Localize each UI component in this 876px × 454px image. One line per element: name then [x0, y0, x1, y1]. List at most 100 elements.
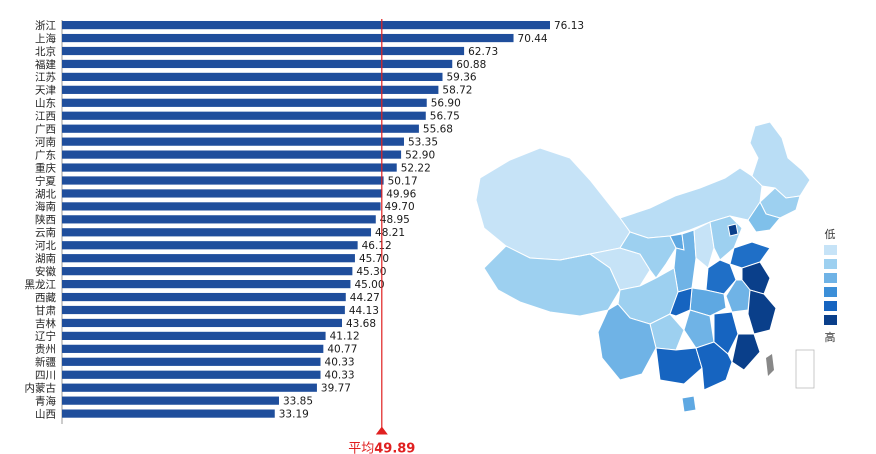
bar [62, 21, 550, 30]
value-label: 48.95 [380, 214, 410, 226]
category-label: 内蒙古 [25, 382, 57, 395]
bar [62, 254, 355, 263]
bar [62, 72, 443, 81]
category-label: 西藏 [35, 292, 56, 304]
category-label: 湖北 [35, 188, 56, 200]
category-label: 安徽 [35, 265, 56, 278]
bar [62, 357, 321, 366]
category-label: 新疆 [35, 356, 56, 369]
bar [62, 33, 514, 43]
legend-low-label: 低 [824, 228, 836, 241]
bar [62, 137, 404, 146]
bar [62, 396, 279, 405]
bar [62, 85, 439, 94]
category-label: 天津 [35, 85, 56, 97]
bar [62, 228, 372, 237]
map-region-hunan [683, 309, 715, 349]
legend-swatch [823, 287, 837, 297]
category-label: 宁夏 [35, 174, 56, 187]
category-label: 广西 [35, 124, 56, 136]
category-label: 福建 [35, 58, 56, 71]
bar [62, 124, 419, 133]
category-label: 湖南 [35, 252, 56, 265]
bar [62, 98, 427, 107]
map-region-shandong [729, 241, 771, 269]
value-label: 55.68 [423, 124, 453, 136]
category-label: 四川 [35, 370, 56, 382]
map-region-zhejiang [747, 289, 777, 335]
value-label: 45.00 [354, 279, 384, 291]
value-label: 43.68 [346, 318, 376, 330]
map-region-yunnan [597, 303, 657, 381]
bar [62, 189, 383, 198]
average-marker [375, 426, 388, 435]
value-label: 76.13 [554, 20, 584, 32]
map-region-qinghai [559, 247, 651, 291]
bar [62, 344, 324, 353]
category-label: 上海 [35, 32, 56, 45]
map-region-gansu [619, 231, 677, 279]
value-label: 40.77 [327, 344, 357, 356]
category-label: 江苏 [35, 71, 56, 84]
bar [62, 111, 426, 120]
map-legend: 低 高 [818, 226, 842, 345]
value-label: 44.13 [349, 305, 379, 317]
average-value-text: 49.89 [374, 441, 415, 454]
value-label: 49.70 [385, 201, 415, 213]
bar [62, 59, 453, 69]
bar [62, 409, 275, 418]
category-label: 浙江 [35, 20, 56, 32]
category-label: 海南 [35, 200, 56, 213]
value-label: 48.21 [375, 227, 405, 239]
value-label: 46.12 [362, 240, 392, 252]
map-region-hainan [681, 395, 697, 413]
value-label: 44.27 [350, 292, 380, 304]
bar [62, 370, 321, 379]
category-labels: 浙江上海北京福建江苏天津山东江西广西河南广东重庆宁夏湖北海南陕西云南河北湖南安徽… [25, 20, 57, 420]
value-label: 56.75 [430, 111, 460, 123]
bar [62, 150, 402, 159]
value-label: 33.19 [279, 408, 309, 420]
value-label: 58.72 [442, 85, 472, 97]
value-label: 53.35 [408, 136, 438, 148]
category-label: 北京 [35, 45, 56, 58]
category-label: 陕西 [35, 213, 56, 226]
legend-high-label: 高 [824, 331, 836, 344]
value-label: 49.96 [386, 188, 416, 200]
taiwan-shape [766, 354, 774, 376]
bar [62, 331, 326, 340]
value-label: 40.33 [325, 370, 355, 382]
value-labels: 76.13 70.44 62.7360.8859.3658.7256.9056.75… [279, 20, 584, 420]
value-label: 50.17 [388, 175, 418, 187]
value-label: 52.22 [401, 162, 431, 174]
map-region-guangxi [655, 347, 703, 385]
legend-swatches [818, 245, 842, 325]
value-label: 70.44 [518, 33, 548, 45]
category-label: 辽宁 [35, 330, 56, 343]
bar [62, 163, 397, 172]
value-label: 33.85 [283, 395, 313, 407]
value-label: 52.90 [405, 149, 435, 161]
category-label: 重庆 [35, 161, 56, 174]
value-label: 40.33 [325, 357, 355, 369]
category-label: 贵州 [35, 343, 56, 356]
value-label: 62.73 [468, 46, 498, 58]
value-label: 56.90 [431, 98, 461, 110]
map-region-beijing [727, 223, 739, 237]
map-region-xinjiang [475, 147, 631, 261]
legend-swatch [823, 273, 837, 283]
map-region-chongqing [669, 287, 693, 317]
category-label: 山东 [35, 97, 56, 110]
bar [62, 280, 351, 289]
category-label: 吉林 [35, 317, 56, 330]
bar [62, 241, 358, 250]
category-label: 云南 [35, 226, 56, 239]
bar [62, 292, 346, 302]
value-label: 45.70 [359, 253, 389, 265]
bars-group [62, 21, 550, 418]
category-label: 江西 [35, 111, 56, 123]
category-label: 甘肃 [35, 304, 56, 317]
bar [62, 318, 342, 328]
category-label: 广东 [35, 148, 56, 161]
bar [62, 267, 353, 276]
